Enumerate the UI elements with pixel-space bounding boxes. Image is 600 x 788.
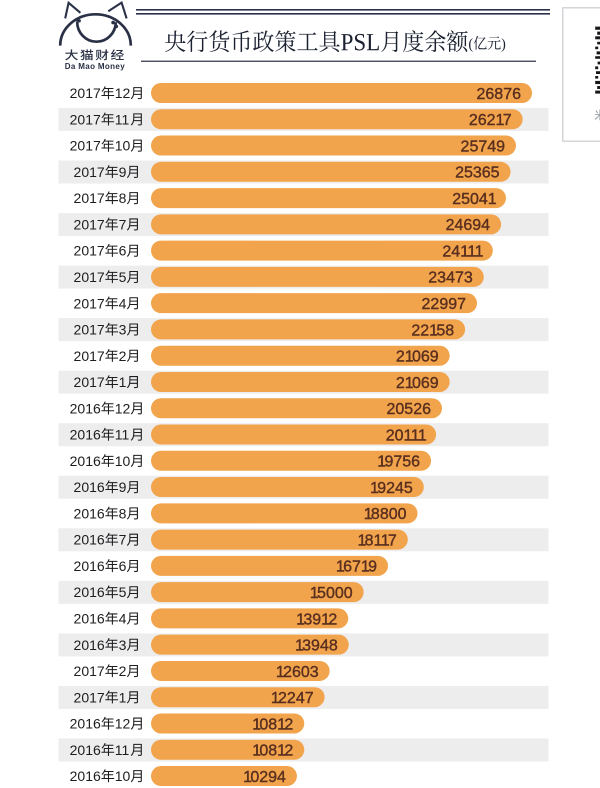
svg-text:2016: 2016 <box>70 427 101 443</box>
svg-text:6: 6 <box>119 243 127 259</box>
svg-text:1: 1 <box>119 374 127 390</box>
svg-text:2: 2 <box>119 348 127 364</box>
svg-text:2016: 2016 <box>70 453 101 469</box>
svg-text:19245: 19245 <box>370 480 413 497</box>
svg-text:26876: 26876 <box>477 86 522 103</box>
svg-text:5: 5 <box>119 269 127 285</box>
svg-text:12: 12 <box>115 400 131 416</box>
svg-text:3: 3 <box>119 637 127 653</box>
svg-text:12603: 12603 <box>276 664 319 681</box>
svg-text:3: 3 <box>119 322 127 338</box>
svg-text:2017: 2017 <box>70 85 101 101</box>
svg-text:2017: 2017 <box>70 138 101 154</box>
svg-text:26217: 26217 <box>469 112 512 129</box>
svg-text:12247: 12247 <box>271 690 314 707</box>
svg-text:19756: 19756 <box>377 454 420 471</box>
svg-text:20111: 20111 <box>386 427 427 444</box>
svg-text:10: 10 <box>115 453 131 469</box>
svg-text:2017: 2017 <box>74 322 105 338</box>
svg-text:23473: 23473 <box>428 270 473 287</box>
svg-text:2017: 2017 <box>74 295 105 311</box>
svg-text:11: 11 <box>115 111 130 127</box>
svg-text:2017: 2017 <box>74 243 105 259</box>
svg-text:2017: 2017 <box>74 348 105 364</box>
svg-text:2016: 2016 <box>74 611 105 627</box>
svg-text:22158: 22158 <box>411 322 454 339</box>
svg-text:10812: 10812 <box>252 743 293 760</box>
svg-text:6: 6 <box>119 558 127 574</box>
svg-text:25365: 25365 <box>455 165 500 182</box>
svg-text:21069: 21069 <box>396 375 439 392</box>
svg-text:9: 9 <box>119 479 127 495</box>
svg-text:2: 2 <box>119 663 127 679</box>
svg-text:18800: 18800 <box>364 506 407 523</box>
svg-text:2016: 2016 <box>74 505 105 521</box>
svg-text:10: 10 <box>115 138 131 154</box>
svg-text:12: 12 <box>115 85 131 101</box>
svg-text:24111: 24111 <box>442 243 483 260</box>
svg-text:11: 11 <box>115 427 130 443</box>
svg-text:2016: 2016 <box>70 400 101 416</box>
svg-text:2017: 2017 <box>74 663 105 679</box>
svg-text:2017: 2017 <box>74 269 105 285</box>
svg-text:1: 1 <box>119 689 127 705</box>
svg-text:7: 7 <box>119 216 127 232</box>
svg-text:4: 4 <box>119 295 127 311</box>
svg-text:13948: 13948 <box>295 638 338 655</box>
svg-text:10294: 10294 <box>243 769 286 786</box>
svg-text:2016: 2016 <box>74 479 105 495</box>
svg-text:2016: 2016 <box>74 584 105 600</box>
svg-text:20526: 20526 <box>387 401 432 418</box>
svg-text:2017: 2017 <box>74 216 105 232</box>
svg-text:5: 5 <box>119 584 127 600</box>
svg-text:2017: 2017 <box>74 374 105 390</box>
svg-text:7: 7 <box>119 532 127 548</box>
svg-text:21069: 21069 <box>396 349 439 366</box>
svg-text:2016: 2016 <box>70 716 101 732</box>
svg-text:2016: 2016 <box>70 742 101 758</box>
svg-text:2016: 2016 <box>74 532 105 548</box>
svg-text:2016: 2016 <box>74 637 105 653</box>
svg-text:15000: 15000 <box>310 585 353 602</box>
svg-text:22997: 22997 <box>422 296 467 313</box>
svg-text:24694: 24694 <box>446 217 491 234</box>
svg-text:Da Mao Money: Da Mao Money <box>65 62 125 71</box>
svg-text:2016: 2016 <box>70 768 101 784</box>
svg-text:10: 10 <box>115 768 131 784</box>
svg-text:8: 8 <box>119 505 127 521</box>
svg-text:2017: 2017 <box>70 111 101 127</box>
svg-text:12: 12 <box>115 716 131 732</box>
svg-text:2017: 2017 <box>74 164 105 180</box>
svg-text:8: 8 <box>119 190 127 206</box>
svg-text:10812: 10812 <box>252 716 293 733</box>
svg-text:25749: 25749 <box>461 138 506 155</box>
svg-text:9: 9 <box>119 164 127 180</box>
svg-text:4: 4 <box>119 611 127 627</box>
svg-text:11: 11 <box>115 742 130 758</box>
svg-text:2017: 2017 <box>74 190 105 206</box>
svg-text:2017: 2017 <box>74 689 105 705</box>
svg-text:13912: 13912 <box>296 611 337 628</box>
svg-text:25041: 25041 <box>452 191 497 208</box>
svg-text:18117: 18117 <box>357 532 396 549</box>
svg-text:2016: 2016 <box>74 558 105 574</box>
svg-text:16719: 16719 <box>336 559 377 576</box>
